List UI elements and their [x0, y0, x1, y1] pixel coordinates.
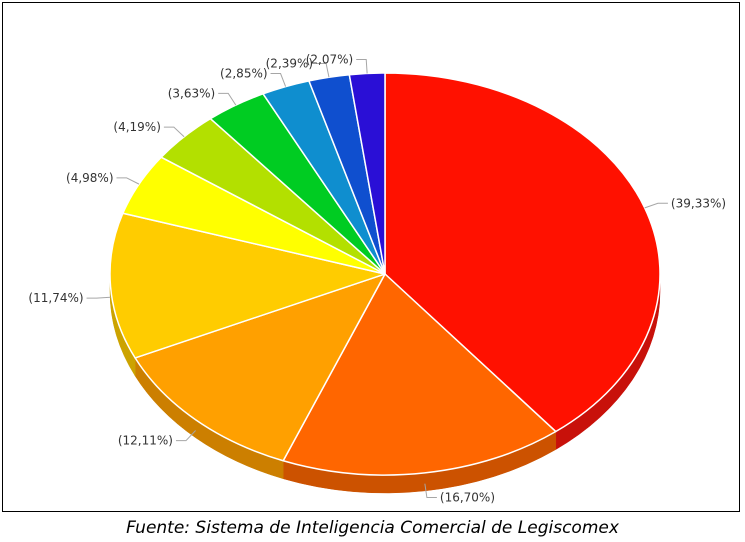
pie-slice-2 [282, 273, 557, 476]
slice-label-10: (2,07%) [306, 52, 353, 66]
slice-label-5: (4,98%) [66, 171, 113, 185]
leader-line-4 [86, 296, 111, 299]
slice-label-8: (2,85%) [220, 67, 267, 81]
leader-line-2 [424, 483, 437, 499]
pie-slice-4 [109, 212, 386, 359]
leader-line-7 [218, 92, 237, 106]
slice-label-6: (4,19%) [113, 120, 160, 134]
pie-slices [109, 72, 661, 476]
slice-label-1: (39,33%) [671, 196, 726, 210]
leader-line-1 [644, 202, 668, 209]
pie-slice-1 [384, 72, 661, 433]
source-caption: Fuente: Sistema de Inteligencia Comercia… [126, 518, 619, 538]
slice-label-4: (11,74%) [28, 291, 83, 305]
slice-labels: (39,33%) (16,70%) (12,11%) (11,74%) (4,98%) (… [28, 52, 726, 504]
pie-chart: (39,33%) (16,70%) (12,11%) (11,74%) (4,98%) (… [28, 52, 726, 504]
leader-line-6 [163, 126, 185, 138]
slice-label-2: (16,70%) [440, 491, 495, 505]
slice-label-7: (3,63%) [168, 86, 215, 100]
label-leader-lines [86, 58, 668, 499]
leader-line-10 [356, 58, 368, 74]
leader-line-8 [270, 73, 287, 87]
slice-label-9: (2,39%) [266, 57, 313, 71]
leader-line-3 [175, 430, 196, 442]
leader-line-9 [316, 63, 330, 78]
leader-line-5 [116, 177, 140, 185]
pie-slice-3 [134, 273, 386, 462]
slice-label-3: (12,11%) [118, 434, 173, 448]
